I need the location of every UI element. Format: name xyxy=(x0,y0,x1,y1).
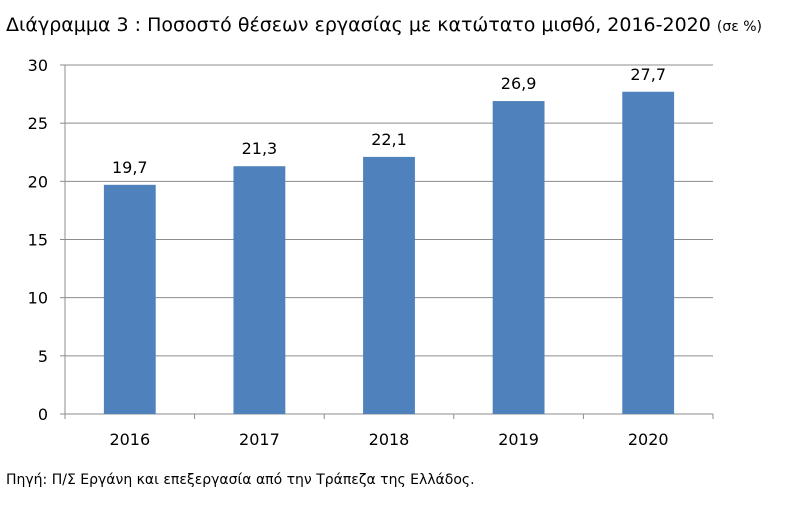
x-tick-label-2017: 2017 xyxy=(239,430,280,449)
y-tick-label: 30 xyxy=(28,56,48,75)
chart-title-unit: (σε %) xyxy=(716,19,763,35)
bar-2016 xyxy=(103,184,156,414)
data-label-2018: 22,1 xyxy=(371,130,407,149)
data-label-2016: 19,7 xyxy=(112,158,148,177)
source-note: Πηγή: Π/Σ Εργάνη και επεξεργασία από την… xyxy=(6,472,475,488)
bar-2020 xyxy=(622,91,675,415)
x-tick-label-2016: 2016 xyxy=(109,430,150,449)
chart-title-text: Διάγραμμα 3 : Ποσοστό θέσεων εργασίας με… xyxy=(6,14,711,36)
y-tick-label: 25 xyxy=(28,114,48,133)
chart-title: Διάγραμμα 3 : Ποσοστό θέσεων εργασίας με… xyxy=(6,14,762,36)
data-label-2020: 27,7 xyxy=(630,65,666,84)
x-tick-label-2020: 2020 xyxy=(628,430,669,449)
bar-2017 xyxy=(233,166,286,414)
bar-2018 xyxy=(363,156,415,415)
x-tick-label-2018: 2018 xyxy=(369,430,410,449)
bar-2019 xyxy=(492,101,545,415)
data-label-2019: 26,9 xyxy=(501,74,537,93)
data-label-2017: 21,3 xyxy=(242,139,278,158)
x-tick-label-2019: 2019 xyxy=(498,430,539,449)
y-tick-label: 10 xyxy=(28,289,48,308)
y-tick-label: 20 xyxy=(28,172,48,191)
y-tick-label: 0 xyxy=(38,405,48,424)
y-tick-label: 15 xyxy=(28,231,48,250)
y-tick-label: 5 xyxy=(38,347,48,366)
